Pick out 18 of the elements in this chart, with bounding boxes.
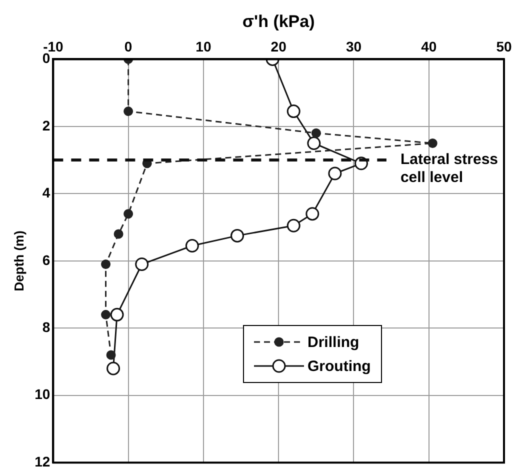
y-tick-label: 8 — [42, 318, 50, 335]
x-tick-label: 20 — [270, 38, 287, 55]
y-tick-label: 6 — [42, 252, 50, 268]
x-axis-title: σ'h (kPa) — [242, 12, 315, 31]
x-tick-label: 30 — [346, 38, 362, 55]
x-tick-label: 0 — [124, 38, 132, 55]
y-tick-label: 10 — [34, 386, 50, 402]
y-tick-label: 12 — [34, 453, 50, 470]
x-tick-label: 50 — [496, 38, 512, 55]
legend-label: Drilling — [308, 334, 360, 351]
x-tick-label: 40 — [421, 38, 437, 55]
y-tick-label: 4 — [42, 184, 50, 201]
y-tick-label: 0 — [42, 50, 50, 66]
y-tick-label: 2 — [42, 117, 50, 134]
y-axis-title: Depth (m) — [11, 230, 26, 292]
ref-line-label: Lateral stress cell level — [400, 151, 498, 186]
x-tick-label: 10 — [196, 38, 212, 55]
legend-label: Grouting — [308, 358, 371, 375]
